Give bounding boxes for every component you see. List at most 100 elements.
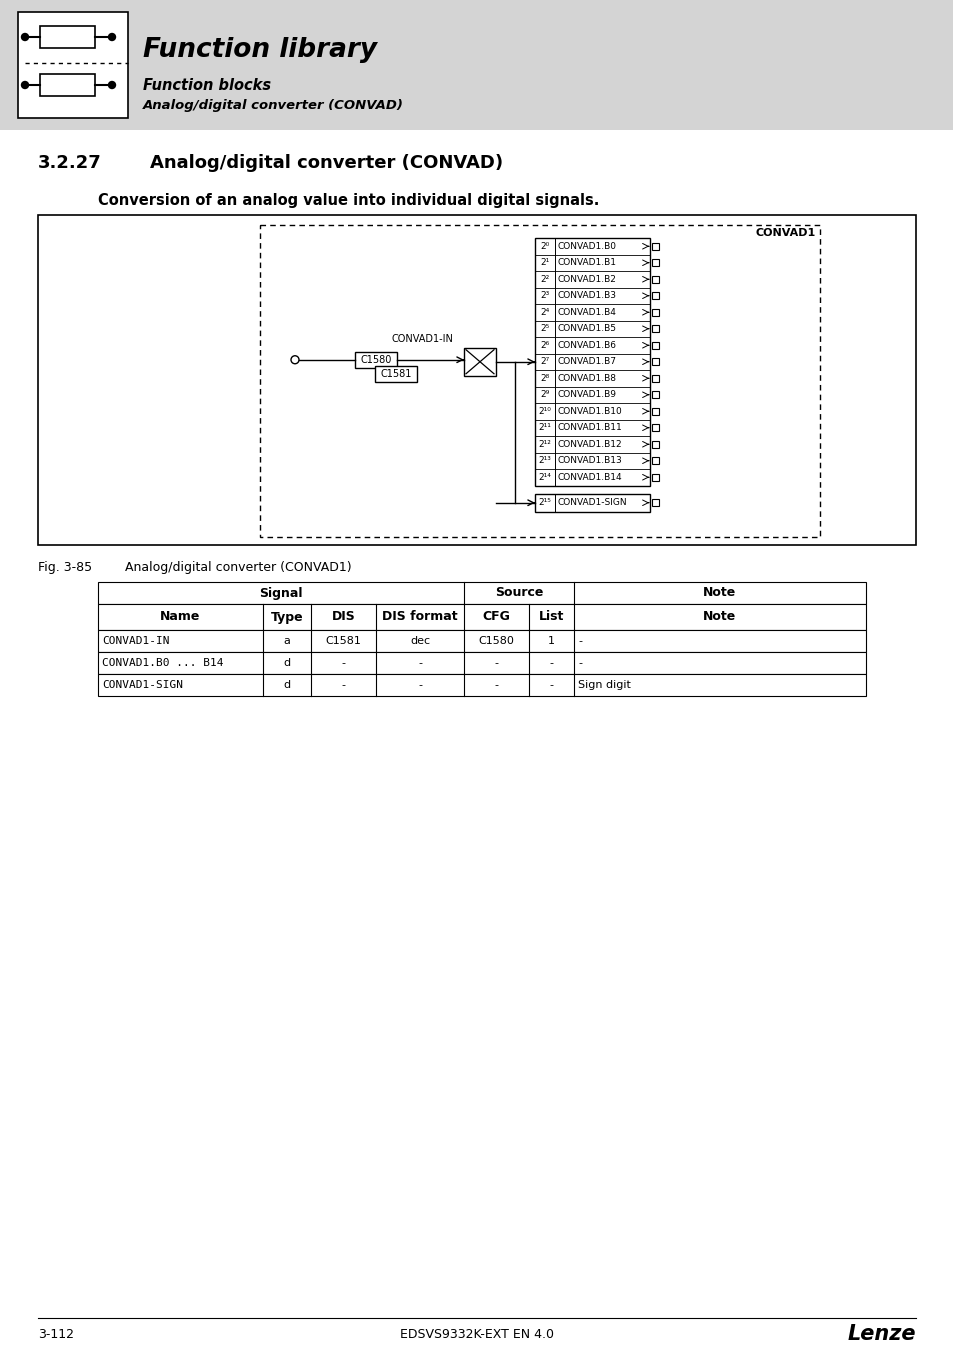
Text: 2⁵: 2⁵ (539, 324, 549, 333)
Text: CONVAD1.B0: CONVAD1.B0 (558, 242, 617, 251)
Text: CONVAD1.B0 ... B14: CONVAD1.B0 ... B14 (102, 657, 223, 668)
Text: CONVAD1.B10: CONVAD1.B10 (558, 406, 622, 416)
Text: -: - (494, 680, 498, 690)
Bar (260, 225, 820, 537)
Bar (651, 309, 659, 316)
Circle shape (22, 34, 29, 40)
Bar (355, 352, 396, 367)
Text: Analog/digital converter (CONVAD): Analog/digital converter (CONVAD) (150, 154, 502, 171)
Circle shape (109, 81, 115, 89)
Text: Name: Name (160, 610, 200, 624)
Bar (375, 366, 416, 382)
Text: CONVAD1.B5: CONVAD1.B5 (558, 324, 617, 333)
Text: 2⁷: 2⁷ (539, 358, 549, 366)
Text: 2¹: 2¹ (539, 258, 549, 267)
Text: Analog/digital converter (CONVAD1): Analog/digital converter (CONVAD1) (125, 562, 352, 575)
Bar (651, 275, 659, 282)
Text: C1581: C1581 (325, 636, 361, 647)
Text: 3-112: 3-112 (38, 1327, 74, 1341)
Text: CONVAD1-IN: CONVAD1-IN (102, 636, 170, 647)
Bar (40, 26, 95, 49)
Text: Analog/digital converter (CONVAD): Analog/digital converter (CONVAD) (143, 99, 403, 112)
Text: 2⁶: 2⁶ (539, 340, 549, 350)
Text: 2³: 2³ (539, 292, 549, 300)
Text: CONVAD1-SIGN: CONVAD1-SIGN (558, 498, 627, 508)
Text: C1580: C1580 (360, 355, 392, 364)
Bar (535, 494, 649, 512)
Text: d: d (283, 657, 291, 668)
Text: C1581: C1581 (380, 369, 412, 379)
Text: dec: dec (410, 636, 430, 647)
Text: CONVAD1.B8: CONVAD1.B8 (558, 374, 617, 383)
Circle shape (109, 34, 115, 40)
Text: Type: Type (271, 610, 303, 624)
Bar (651, 259, 659, 266)
Text: DIS: DIS (332, 610, 355, 624)
Text: 2⁴: 2⁴ (539, 308, 549, 317)
Bar (98, 674, 865, 697)
Bar (651, 500, 659, 506)
Text: Note: Note (702, 610, 736, 624)
Text: CONVAD1.B13: CONVAD1.B13 (558, 456, 622, 466)
Bar (651, 358, 659, 366)
Bar (651, 408, 659, 414)
Bar (651, 342, 659, 348)
Bar (651, 474, 659, 481)
Bar (651, 424, 659, 431)
Text: Conversion of an analog value into individual digital signals.: Conversion of an analog value into indiv… (98, 193, 598, 208)
Text: CONVAD1: CONVAD1 (755, 228, 815, 238)
Text: CONVAD1.B4: CONVAD1.B4 (558, 308, 617, 317)
Bar (651, 458, 659, 464)
Text: 2¹⁵: 2¹⁵ (538, 498, 551, 508)
Bar (535, 238, 649, 486)
Text: -: - (341, 657, 345, 668)
Text: CONVAD1-IN: CONVAD1-IN (391, 333, 453, 344)
Text: CONVAD1.B3: CONVAD1.B3 (558, 292, 617, 300)
Bar (98, 582, 865, 603)
Text: CONVAD1.B14: CONVAD1.B14 (558, 472, 622, 482)
Bar (40, 74, 95, 96)
Text: 2¹⁰: 2¹⁰ (538, 406, 551, 416)
Bar (98, 652, 865, 674)
Bar (98, 603, 865, 630)
Text: DIS format: DIS format (382, 610, 457, 624)
Text: Fig. 3-85: Fig. 3-85 (38, 562, 92, 575)
Text: CONVAD1.B12: CONVAD1.B12 (558, 440, 622, 448)
Text: Lenze: Lenze (846, 1324, 915, 1345)
Text: -: - (417, 680, 421, 690)
Text: 2⁰: 2⁰ (539, 242, 549, 251)
Text: -: - (417, 657, 421, 668)
Text: Note: Note (702, 586, 736, 599)
Text: 2⁹: 2⁹ (539, 390, 549, 400)
Bar (18, 12, 128, 117)
Text: -: - (494, 657, 498, 668)
Text: CONVAD1.B9: CONVAD1.B9 (558, 390, 617, 400)
Bar (38, 215, 915, 545)
Bar (651, 325, 659, 332)
Text: Signal: Signal (259, 586, 302, 599)
Text: 2⁸: 2⁸ (539, 374, 549, 383)
Bar (651, 440, 659, 448)
Text: CONVAD1.B1: CONVAD1.B1 (558, 258, 617, 267)
Text: a: a (283, 636, 290, 647)
Text: 2¹³: 2¹³ (538, 456, 551, 466)
Circle shape (291, 356, 298, 363)
Bar (651, 392, 659, 398)
Text: Source: Source (495, 586, 542, 599)
Text: C1580: C1580 (478, 636, 514, 647)
Text: -: - (578, 636, 581, 647)
Text: CONVAD1.B7: CONVAD1.B7 (558, 358, 617, 366)
Bar (651, 375, 659, 382)
Text: CONVAD1.B6: CONVAD1.B6 (558, 340, 617, 350)
Text: 2¹¹: 2¹¹ (538, 424, 551, 432)
Text: CONVAD1-SIGN: CONVAD1-SIGN (102, 680, 183, 690)
Text: Function blocks: Function blocks (143, 77, 271, 93)
Text: -: - (341, 680, 345, 690)
Bar (651, 292, 659, 300)
Text: 2¹²: 2¹² (538, 440, 551, 448)
Text: 3.2.27: 3.2.27 (38, 154, 102, 171)
Bar (651, 243, 659, 250)
Text: -: - (578, 657, 581, 668)
Text: -: - (549, 657, 553, 668)
Text: Function library: Function library (143, 36, 376, 63)
